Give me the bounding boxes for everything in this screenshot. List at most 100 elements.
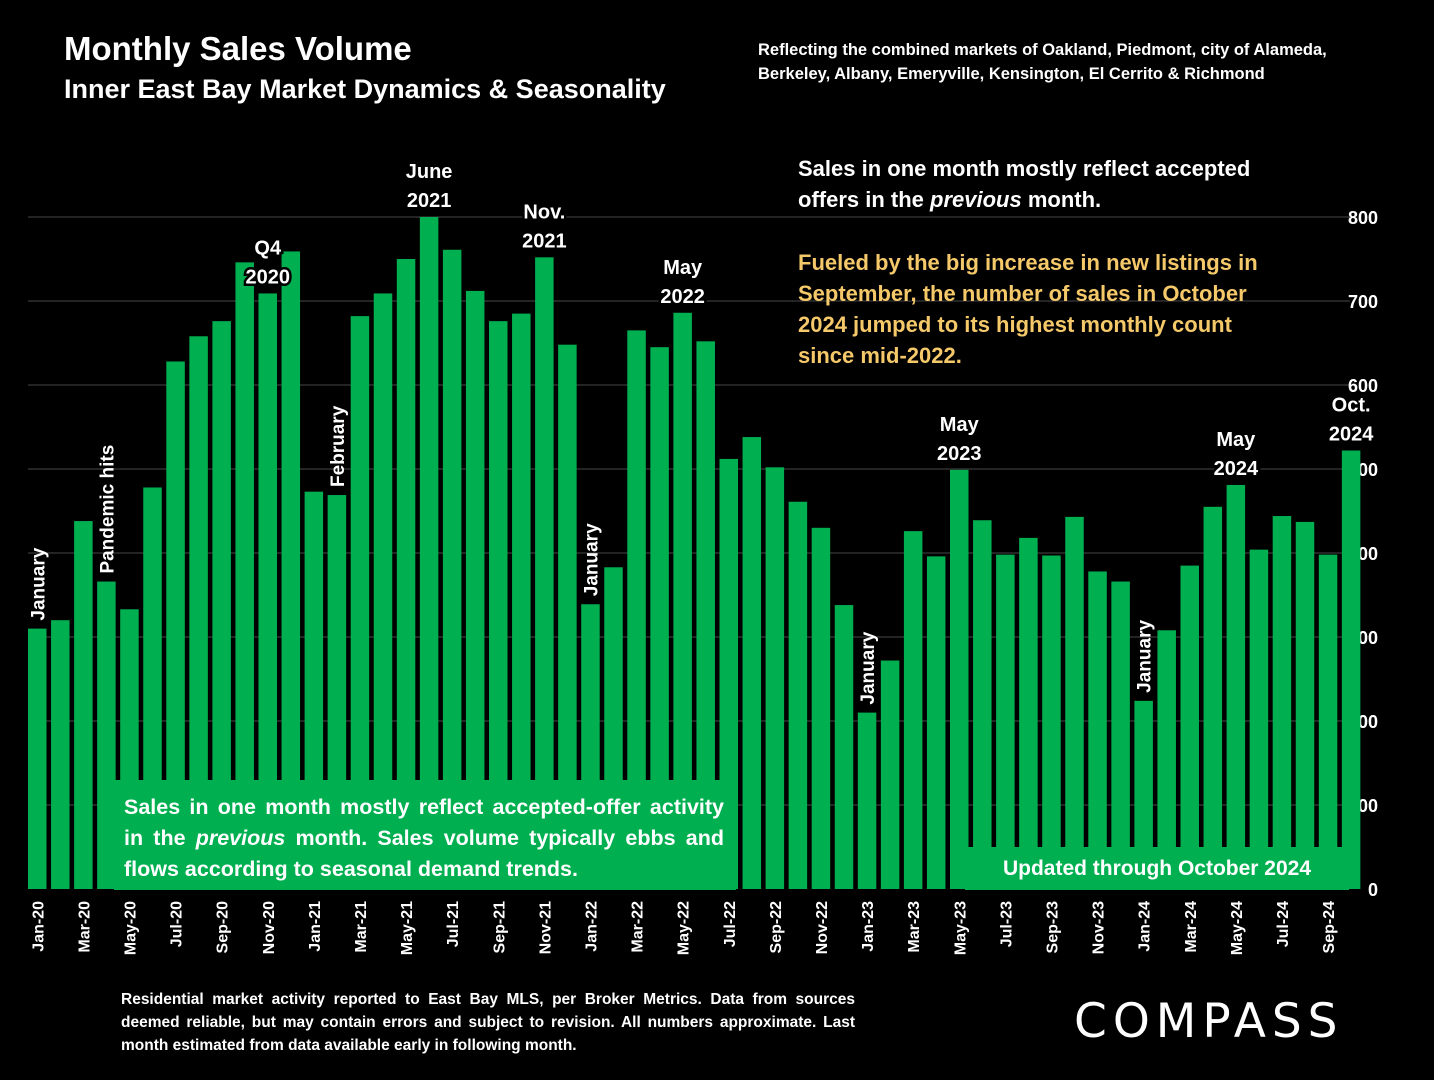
bar-Jun-22 — [696, 341, 715, 889]
bar-Aug-23 — [1019, 537, 1038, 889]
bar-Jul-24 — [1272, 516, 1292, 889]
bar-Oct-20 — [235, 262, 254, 889]
emphasis-previous: previous — [930, 187, 1022, 212]
annotation-previous-month: Sales in one month mostly reflect accept… — [798, 153, 1297, 215]
x-tick-label: May-23 — [952, 901, 969, 955]
bar-annotation: 2024 — [1329, 424, 1374, 446]
bar-annotation: 2021 — [407, 190, 452, 212]
emphasis-previous: previous — [195, 826, 286, 850]
bar-Oct-22 — [788, 501, 808, 889]
bar-annotation: Oct. — [1332, 395, 1371, 417]
x-tick-label: Mar-22 — [630, 901, 647, 953]
x-tick-label: Sep-20 — [215, 901, 232, 954]
bar-annotation: June — [406, 161, 453, 183]
x-tick-label: May-22 — [676, 901, 693, 955]
y-tick-label: 700 — [1348, 292, 1378, 312]
bar-annotation: January — [28, 547, 49, 620]
x-tick-label: Nov-21 — [537, 901, 554, 954]
annotation-line: 2024 jumped to its highest monthly count — [798, 312, 1232, 337]
y-tick-label: 800 — [1348, 208, 1378, 228]
x-tick-label: Jan-24 — [1137, 901, 1154, 952]
bar-annotation: May — [663, 257, 703, 279]
bar-Jul-20 — [166, 361, 185, 890]
x-tick-label: Mar-24 — [1183, 901, 1200, 953]
x-tick-label: May-24 — [1229, 901, 1246, 955]
bar-annotation: January — [581, 523, 602, 596]
bar-Jul-23 — [996, 554, 1015, 889]
updated-through-label: Updated through October 2024 — [965, 847, 1349, 890]
bar-Mar-23 — [903, 531, 923, 889]
x-tick-label: Sep-24 — [1321, 901, 1338, 954]
bar-May-21 — [396, 259, 416, 889]
bar-Aug-22 — [742, 437, 762, 889]
market-note-line: Berkeley, Albany, Emeryville, Kensington… — [758, 65, 1265, 83]
bar-Oct-24 — [1341, 450, 1361, 889]
bar-annotation: 2022 — [660, 286, 705, 308]
chart-subtitle: Inner East Bay Market Dynamics & Seasona… — [64, 74, 666, 104]
bar-annotation: 2021 — [522, 230, 567, 252]
bar-annotation: Q4 — [254, 237, 282, 259]
bar-Sep-20 — [212, 321, 231, 889]
bar-Dec-21 — [558, 344, 577, 889]
annotation-line: since mid-2022. — [798, 343, 962, 368]
bar-annotation: February — [328, 405, 349, 487]
x-tick-label: Jan-22 — [583, 901, 600, 952]
bar-Feb-20 — [51, 620, 70, 889]
x-tick-label: May-21 — [399, 901, 416, 955]
annotation-line-previous: offers in the previous month. — [798, 187, 1102, 212]
bar-Mar-21 — [350, 316, 370, 889]
bar-Jan-20 — [28, 628, 47, 889]
annotation-line: September, the number of sales in Octobe… — [798, 281, 1247, 306]
x-tick-label: Nov-23 — [1091, 901, 1108, 954]
bar-May-24 — [1226, 484, 1246, 889]
bar-annotation: January — [858, 631, 879, 704]
bar-Jan-24 — [1134, 700, 1153, 889]
bar-annotation: Nov. — [523, 201, 565, 223]
bar-Apr-22 — [650, 347, 669, 889]
bar-Jun-23 — [973, 520, 992, 889]
bar-Oct-21 — [512, 313, 531, 890]
bar-annotation: May — [1216, 429, 1256, 451]
x-tick-label: Jul-22 — [722, 901, 739, 947]
bar-Mar-22 — [627, 330, 646, 889]
x-tick-label: May-20 — [122, 901, 139, 955]
bar-Aug-20 — [189, 336, 208, 889]
bar-Dec-20 — [281, 251, 301, 889]
bar-annotation: 2024 — [1214, 458, 1259, 480]
x-tick-label: Jan-20 — [30, 901, 47, 952]
bar-Nov-20 — [258, 293, 277, 889]
x-tick-label: Sep-23 — [1044, 901, 1061, 954]
bar-Aug-21 — [465, 290, 485, 889]
bar-Apr-20 — [97, 581, 116, 889]
bar-Nov-23 — [1088, 571, 1107, 889]
bar-annotation: Pandemic hits — [97, 445, 118, 574]
y-tick-label: 600 — [1348, 376, 1378, 396]
x-tick-label: Mar-23 — [906, 901, 923, 953]
market-note: Reflecting the combined markets of Oakla… — [758, 38, 1398, 86]
bar-Apr-24 — [1203, 506, 1223, 889]
bar-Sep-24 — [1318, 554, 1338, 889]
x-tick-label: Sep-21 — [491, 901, 508, 954]
bar-Oct-23 — [1065, 516, 1084, 889]
x-tick-label: Mar-21 — [353, 901, 370, 953]
compass-logo: COMPASS — [1074, 994, 1344, 1049]
x-tick-label: Nov-20 — [261, 901, 278, 954]
bar-Dec-22 — [834, 605, 854, 889]
bar-Mar-20 — [74, 521, 93, 889]
chart-title: Monthly Sales Volume — [64, 30, 412, 67]
annotation-line: Fueled by the big increase in new listin… — [798, 250, 1258, 275]
x-tick-label: Nov-22 — [814, 901, 831, 954]
bar-Jun-21 — [419, 217, 439, 889]
bar-Jul-21 — [442, 249, 462, 889]
source-footnote: Residential market activity reported to … — [121, 991, 855, 1054]
bar-Sep-22 — [765, 467, 785, 889]
seasonality-note-box: Sales in one month mostly reflect accept… — [114, 780, 736, 890]
bar-annotation: January — [1135, 620, 1156, 693]
x-tick-label: Jul-20 — [169, 901, 186, 947]
bar-annotation: May — [940, 414, 980, 436]
bar-Mar-24 — [1180, 565, 1199, 889]
bar-Feb-23 — [880, 660, 900, 889]
bar-Sep-21 — [489, 321, 508, 889]
x-tick-label: Jul-23 — [998, 901, 1015, 947]
bar-annotation: 2020 — [246, 266, 291, 288]
